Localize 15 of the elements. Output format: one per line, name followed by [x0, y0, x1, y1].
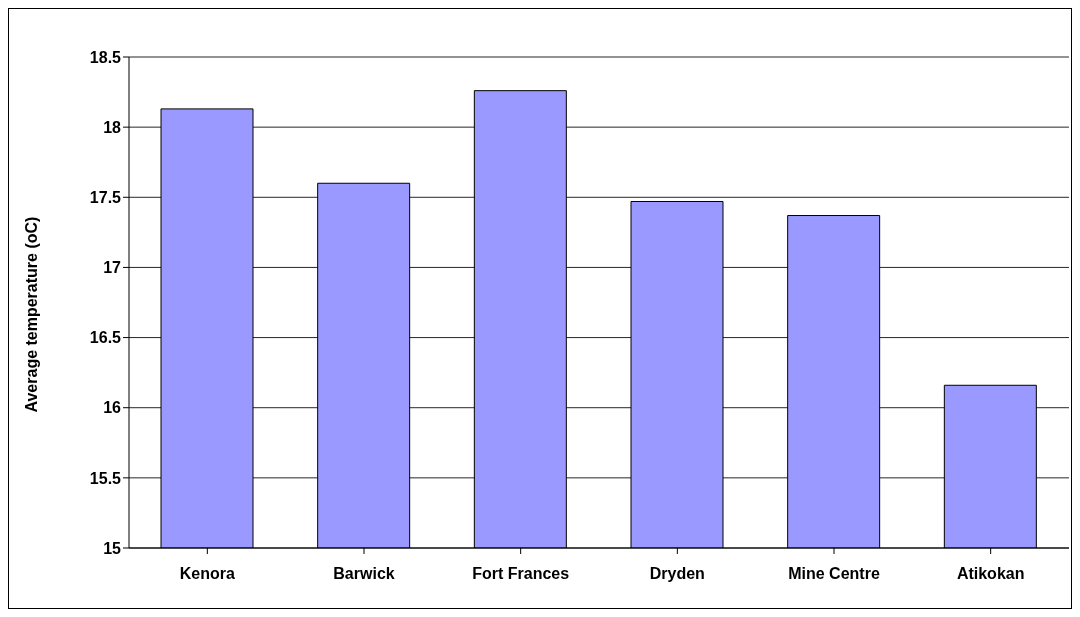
- y-tick-label: 18.5: [89, 48, 122, 66]
- x-tick-label: Kenora: [179, 565, 235, 583]
- y-axis-title: Average temperature (oC): [22, 216, 40, 413]
- y-tick-label: 17.5: [89, 188, 122, 206]
- y-tick-label: 16.5: [89, 329, 122, 347]
- y-tick-label: 15: [103, 539, 122, 557]
- y-tick-label: 17: [103, 259, 122, 277]
- x-tick-label: Fort Frances: [472, 565, 570, 583]
- x-tick-label: Mine Centre: [788, 565, 880, 583]
- y-tick-label: 15.5: [89, 469, 122, 487]
- x-tick-label: Dryden: [649, 565, 705, 583]
- y-tick-label: 18: [103, 118, 122, 136]
- y-tick-label: 16: [103, 399, 122, 417]
- x-tick-label: Atikokan: [956, 565, 1025, 583]
- x-tick-label: Barwick: [333, 565, 395, 583]
